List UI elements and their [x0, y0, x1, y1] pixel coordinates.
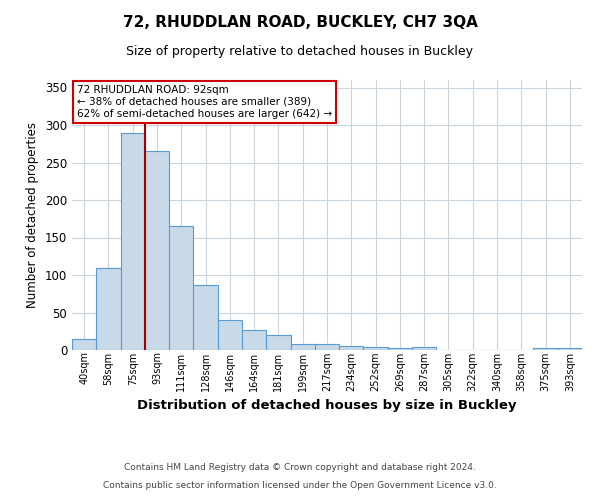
X-axis label: Distribution of detached houses by size in Buckley: Distribution of detached houses by size …: [137, 399, 517, 412]
Bar: [218, 320, 242, 350]
Text: Contains public sector information licensed under the Open Government Licence v3: Contains public sector information licen…: [103, 481, 497, 490]
Bar: [533, 348, 558, 350]
Bar: [388, 348, 412, 350]
Bar: [290, 344, 315, 350]
Text: 72, RHUDDLAN ROAD, BUCKLEY, CH7 3QA: 72, RHUDDLAN ROAD, BUCKLEY, CH7 3QA: [122, 15, 478, 30]
Bar: [315, 344, 339, 350]
Text: 72 RHUDDLAN ROAD: 92sqm
← 38% of detached houses are smaller (389)
62% of semi-d: 72 RHUDDLAN ROAD: 92sqm ← 38% of detache…: [77, 86, 332, 118]
Bar: [193, 285, 218, 350]
Bar: [96, 268, 121, 350]
Y-axis label: Number of detached properties: Number of detached properties: [26, 122, 40, 308]
Bar: [266, 335, 290, 350]
Bar: [412, 347, 436, 350]
Text: Size of property relative to detached houses in Buckley: Size of property relative to detached ho…: [127, 45, 473, 58]
Bar: [339, 346, 364, 350]
Bar: [242, 330, 266, 350]
Bar: [169, 226, 193, 350]
Bar: [121, 132, 145, 350]
Bar: [145, 151, 169, 350]
Text: Contains HM Land Registry data © Crown copyright and database right 2024.: Contains HM Land Registry data © Crown c…: [124, 464, 476, 472]
Bar: [72, 339, 96, 350]
Bar: [364, 347, 388, 350]
Bar: [558, 348, 582, 350]
